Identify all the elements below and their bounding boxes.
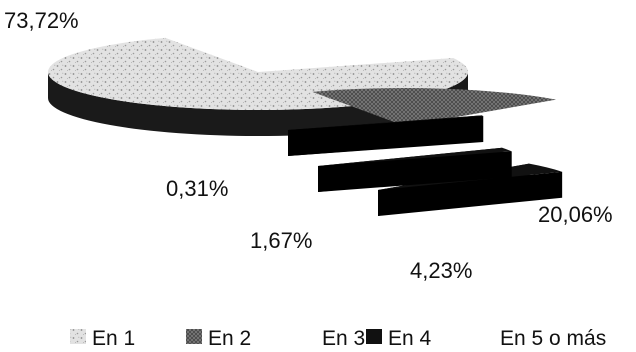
legend: En 1 En 2 En 3 En 4 En 5 o más <box>70 327 606 350</box>
slice-face-en-5-o-m-s-1 <box>288 116 484 156</box>
slice-face-en-3-1 <box>378 171 563 216</box>
legend-label-en-5-o-m-s: En 5 o más <box>500 327 606 350</box>
legend-label-en-3: En 3 <box>322 327 365 350</box>
value-label-en-5-o-m-s: 0,31% <box>166 176 228 201</box>
slice-side-en-1 <box>48 72 468 136</box>
legend-swatch-en-4 <box>366 329 382 344</box>
legend-label-en-2: En 2 <box>208 327 251 350</box>
slice-en-2 <box>312 88 557 126</box>
value-labels: 73,72% 20,06% 4,23% 1,67% 0,31% <box>4 8 613 283</box>
slice-face-en-4-1 <box>318 151 512 192</box>
pie-slices <box>47 37 563 216</box>
value-label-en-1: 73,72% <box>4 8 79 33</box>
legend-swatch-en-1 <box>70 329 86 344</box>
value-label-en-3: 4,23% <box>410 258 472 283</box>
legend-swatch-en-2 <box>186 329 202 344</box>
value-label-en-4: 1,67% <box>250 228 312 253</box>
value-label-en-2: 20,06% <box>538 202 613 227</box>
slice-en-5-o-m-s <box>288 115 484 130</box>
slice-en-4 <box>318 147 512 166</box>
legend-label-en-1: En 1 <box>92 327 135 350</box>
legend-label-en-4: En 4 <box>388 327 432 350</box>
